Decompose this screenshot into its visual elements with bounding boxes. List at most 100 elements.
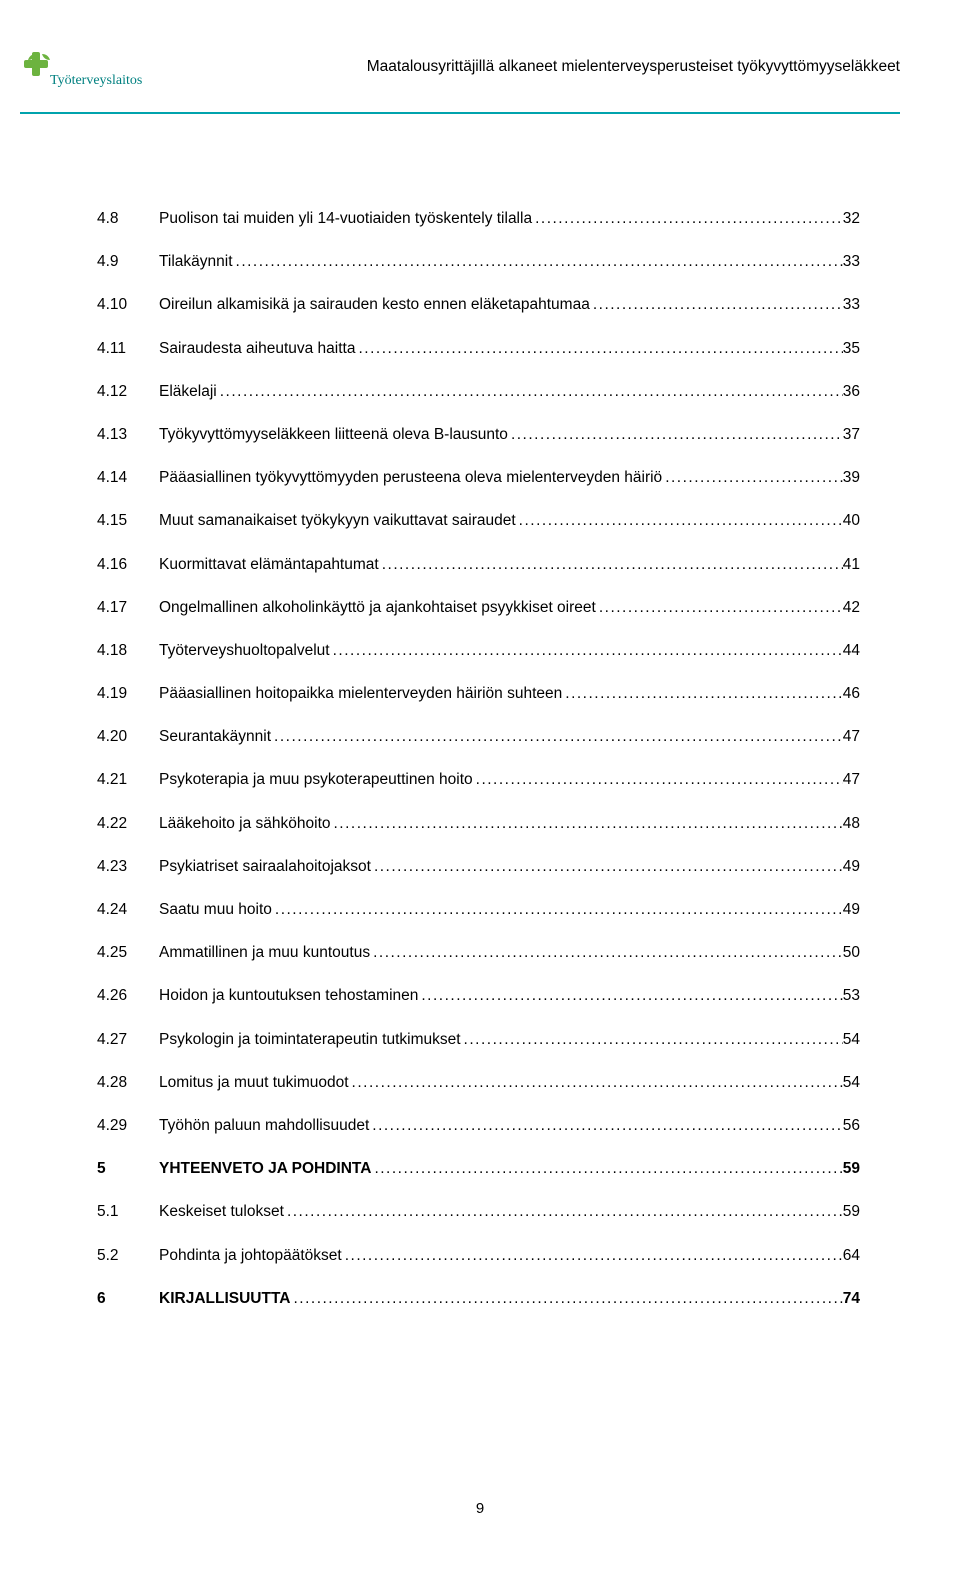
toc-title: Puolison tai muiden yli 14-vuotiaiden ty… <box>159 210 532 228</box>
toc-leader <box>516 512 843 530</box>
toc-number: 4.22 <box>97 815 159 833</box>
toc-row: 4.18Työterveyshuoltopalvelut44 <box>97 642 860 660</box>
toc-page: 54 <box>843 1031 860 1049</box>
toc-title: Keskeiset tulokset <box>159 1203 284 1221</box>
toc-number: 4.21 <box>97 771 159 789</box>
toc-row: 4.14Pääasiallinen työkyvyttömyyden perus… <box>97 469 860 487</box>
toc-number: 4.28 <box>97 1074 159 1092</box>
toc-title: Seurantakäynnit <box>159 728 271 746</box>
toc-number: 4.29 <box>97 1117 159 1135</box>
toc-title: Oireilun alkamisikä ja sairauden kesto e… <box>159 296 590 314</box>
toc-page: 50 <box>843 944 860 962</box>
toc-leader <box>342 1247 843 1265</box>
toc-page: 47 <box>843 771 860 789</box>
toc-page: 35 <box>843 340 860 358</box>
toc-row: 4.13Työkyvyttömyyseläkkeen liitteenä ole… <box>97 426 860 444</box>
toc-leader <box>290 1290 842 1308</box>
toc-title: Pääasiallinen hoitopaikka mielenterveyde… <box>159 685 562 703</box>
toc-page: 54 <box>843 1074 860 1092</box>
toc-title: Pohdinta ja johtopäätökset <box>159 1247 342 1265</box>
toc-page: 53 <box>843 987 860 1005</box>
toc-page: 39 <box>843 469 860 487</box>
toc-number: 4.18 <box>97 642 159 660</box>
toc-title: Psykologin ja toimintaterapeutin tutkimu… <box>159 1031 461 1049</box>
toc-leader <box>369 1117 842 1135</box>
toc-leader <box>349 1074 843 1092</box>
toc-row: 4.16Kuormittavat elämäntapahtumat41 <box>97 556 860 574</box>
toc-row: 4.27Psykologin ja toimintaterapeutin tut… <box>97 1031 860 1049</box>
toc-page: 33 <box>843 296 860 314</box>
toc-title: Pääasiallinen työkyvyttömyyden perusteen… <box>159 469 662 487</box>
toc-number: 4.26 <box>97 987 159 1005</box>
toc-number: 4.20 <box>97 728 159 746</box>
toc-title: Tilakäynnit <box>159 253 233 271</box>
toc-number: 4.14 <box>97 469 159 487</box>
toc-leader <box>217 383 843 401</box>
toc-page: 59 <box>843 1160 860 1178</box>
toc-number: 4.16 <box>97 556 159 574</box>
toc-title: Ammatillinen ja muu kuntoutus <box>159 944 370 962</box>
toc-title: Psykiatriset sairaalahoitojaksot <box>159 858 371 876</box>
toc-title: Eläkelaji <box>159 383 217 401</box>
toc-title: Työhön paluun mahdollisuudet <box>159 1117 369 1135</box>
toc-title: Ongelmallinen alkoholinkäyttö ja ajankoh… <box>159 599 596 617</box>
toc-title: Työkyvyttömyyseläkkeen liitteenä oleva B… <box>159 426 508 444</box>
toc-number: 5.1 <box>97 1203 159 1221</box>
toc-number: 4.9 <box>97 253 159 271</box>
toc-row: 4.8Puolison tai muiden yli 14-vuotiaiden… <box>97 210 860 228</box>
logo-text: Työterveyslaitos <box>50 73 142 88</box>
toc-number: 6 <box>97 1290 159 1308</box>
toc-title: Muut samanaikaiset työkykyyn vaikuttavat… <box>159 512 516 530</box>
toc-leader <box>662 469 843 487</box>
toc-number: 4.12 <box>97 383 159 401</box>
toc-page: 46 <box>843 685 860 703</box>
toc-row: 5.1Keskeiset tulokset59 <box>97 1203 860 1221</box>
toc-row: 4.19Pääasiallinen hoitopaikka mielenterv… <box>97 685 860 703</box>
toc-leader <box>371 1160 842 1178</box>
toc-title: Sairaudesta aiheutuva haitta <box>159 340 355 358</box>
toc-leader <box>271 728 843 746</box>
toc-leader <box>331 815 843 833</box>
header-title: Maatalousyrittäjillä alkaneet mielenterv… <box>367 58 900 76</box>
toc-number: 4.11 <box>97 340 159 358</box>
toc-title: Lääkehoito ja sähköhoito <box>159 815 331 833</box>
toc-number: 4.13 <box>97 426 159 444</box>
toc-row: 4.22Lääkehoito ja sähköhoito 48 <box>97 815 860 833</box>
toc-row: 4.12Eläkelaji36 <box>97 383 860 401</box>
logo-block: Työterveyslaitos <box>20 52 170 102</box>
toc-page: 48 <box>843 815 860 833</box>
toc-number: 4.25 <box>97 944 159 962</box>
toc-leader <box>461 1031 843 1049</box>
toc-title: KIRJALLISUUTTA <box>159 1290 290 1308</box>
toc-row: 5.2Pohdinta ja johtopäätökset 64 <box>97 1247 860 1265</box>
toc-leader <box>272 901 843 919</box>
toc-row: 4.17Ongelmallinen alkoholinkäyttö ja aja… <box>97 599 860 617</box>
toc-page: 64 <box>843 1247 860 1265</box>
toc-page: 47 <box>843 728 860 746</box>
page-number: 9 <box>0 1500 960 1517</box>
toc-leader <box>379 556 843 574</box>
toc-number: 5.2 <box>97 1247 159 1265</box>
toc-row: 4.15Muut samanaikaiset työkykyyn vaikutt… <box>97 512 860 530</box>
document-page: Työterveyslaitos Maatalousyrittäjillä al… <box>0 0 960 1579</box>
toc-page: 42 <box>843 599 860 617</box>
toc-number: 4.17 <box>97 599 159 617</box>
toc-row: 4.26Hoidon ja kuntoutuksen tehostaminen5… <box>97 987 860 1005</box>
tyoterveyslaitos-logo-icon: Työterveyslaitos <box>20 52 170 102</box>
toc-leader <box>590 296 843 314</box>
toc-leader <box>284 1203 843 1221</box>
toc-number: 4.15 <box>97 512 159 530</box>
toc-row: 4.25Ammatillinen ja muu kuntoutus 50 <box>97 944 860 962</box>
toc-page: 49 <box>843 858 860 876</box>
toc-leader <box>371 858 843 876</box>
toc-page: 56 <box>843 1117 860 1135</box>
toc-number: 4.19 <box>97 685 159 703</box>
toc-number: 4.27 <box>97 1031 159 1049</box>
toc-row: 4.24Saatu muu hoito49 <box>97 901 860 919</box>
toc-leader <box>562 685 842 703</box>
toc-leader <box>330 642 843 660</box>
toc-page: 37 <box>843 426 860 444</box>
toc-title: Saatu muu hoito <box>159 901 272 919</box>
toc-title: Psykoterapia ja muu psykoterapeuttinen h… <box>159 771 473 789</box>
toc-page: 74 <box>843 1290 860 1308</box>
